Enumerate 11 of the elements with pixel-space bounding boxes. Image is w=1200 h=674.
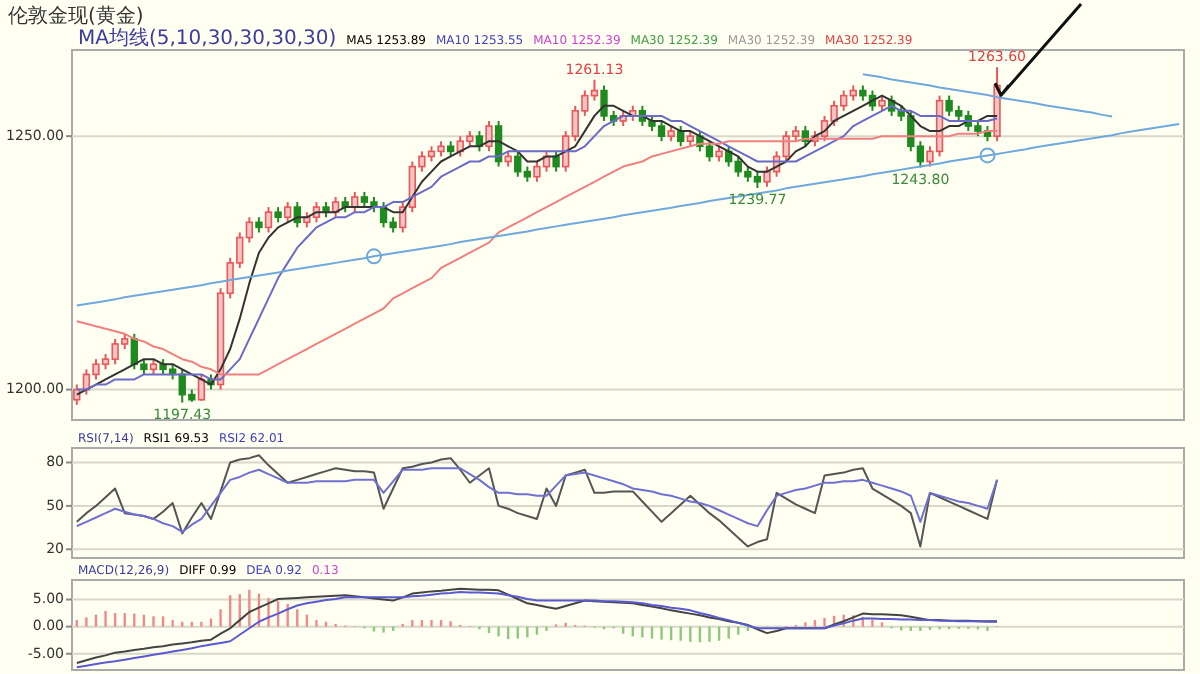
line-series [75,123,1181,307]
candlestick [284,201,292,224]
line-series [75,454,999,548]
line-series [75,467,999,533]
candlestick [552,150,560,173]
candlestick [197,373,206,402]
candlestick [485,119,493,153]
candlestick [264,206,273,234]
line-series [861,73,1114,118]
annotation: MA均线(5,10,30,30,30,30) [78,26,337,50]
chart-title: 伦敦金现(黄金) [8,4,144,28]
